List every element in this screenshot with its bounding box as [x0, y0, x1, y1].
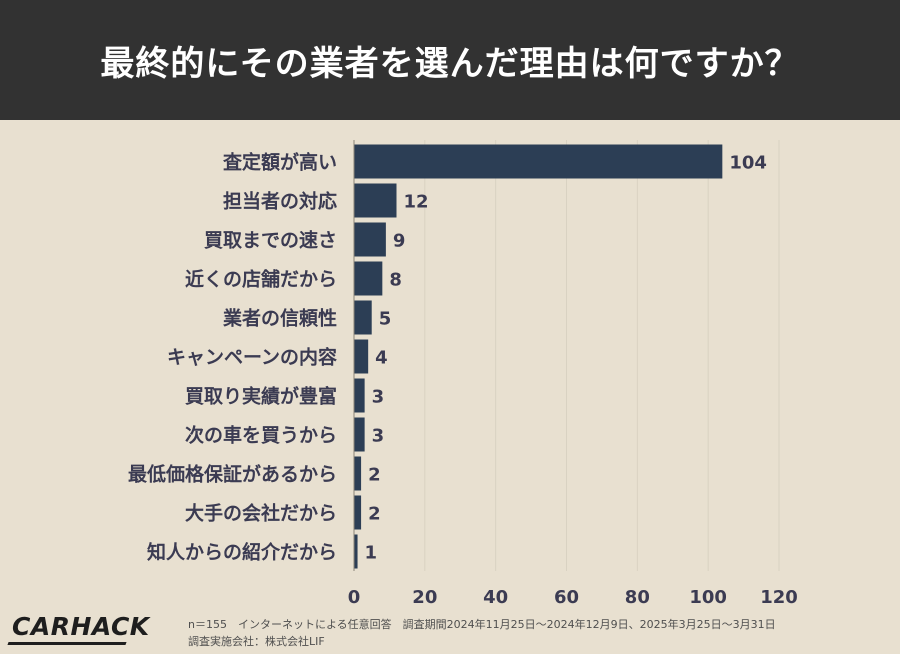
category-label: 買取り実績が豊富 — [185, 385, 337, 408]
survey-info: n＝155 インターネットによる任意回答 調査期間2024年11月25日～202… — [188, 618, 776, 631]
bar — [354, 183, 397, 218]
data-label: 2 — [368, 465, 381, 486]
category-label: 査定額が高い — [222, 151, 337, 174]
data-label: 12 — [404, 192, 429, 213]
data-label: 3 — [372, 426, 385, 447]
category-label: 買取までの速さ — [204, 229, 337, 252]
category-label: 最低価格保証があるから — [128, 463, 337, 486]
bar — [354, 456, 362, 491]
data-label: 104 — [729, 153, 767, 174]
bar — [354, 417, 365, 452]
category-label: キャンペーンの内容 — [167, 346, 337, 369]
x-tick-label: 120 — [760, 587, 798, 608]
x-tick-label: 60 — [554, 587, 579, 608]
header-bar: 最終的にその業者を選んだ理由は何ですか？ — [0, 0, 900, 120]
category-label: 担当者の対応 — [223, 190, 337, 213]
page-title: 最終的にその業者を選んだ理由は何ですか？ — [100, 43, 800, 84]
x-tick-label: 80 — [625, 587, 650, 608]
data-label: 1 — [365, 543, 378, 564]
bar — [354, 534, 358, 569]
chart-panel — [0, 120, 900, 654]
category-label: 知人からの紹介だから — [147, 541, 337, 564]
data-label: 3 — [372, 387, 385, 408]
x-tick-label: 40 — [483, 587, 508, 608]
bar — [354, 495, 362, 530]
data-label: 5 — [379, 309, 392, 330]
bar — [354, 339, 369, 374]
x-tick-label: 20 — [412, 587, 437, 608]
footer-note: n＝155 インターネットによる任意回答 調査期間2024年11月25日～202… — [188, 616, 888, 650]
brand-logo: CARHACK — [12, 612, 150, 641]
bar — [354, 300, 372, 335]
survey-company: 調査実施会社：株式会社LIF — [188, 635, 325, 648]
bar — [354, 261, 383, 296]
data-label: 4 — [375, 348, 388, 369]
category-label: 大手の会社だから — [185, 502, 337, 525]
category-label: 業者の信頼性 — [222, 307, 337, 330]
logo-underline — [7, 642, 127, 645]
data-label: 9 — [393, 231, 406, 252]
x-tick-label: 100 — [689, 587, 727, 608]
category-label: 近くの店舗だから — [185, 268, 337, 291]
bar — [354, 378, 365, 413]
x-tick-label: 0 — [348, 587, 361, 608]
bar — [354, 144, 723, 179]
bar — [354, 222, 386, 257]
category-label: 次の車を買うから — [185, 424, 337, 447]
data-label: 2 — [368, 504, 381, 525]
data-label: 8 — [389, 270, 402, 291]
